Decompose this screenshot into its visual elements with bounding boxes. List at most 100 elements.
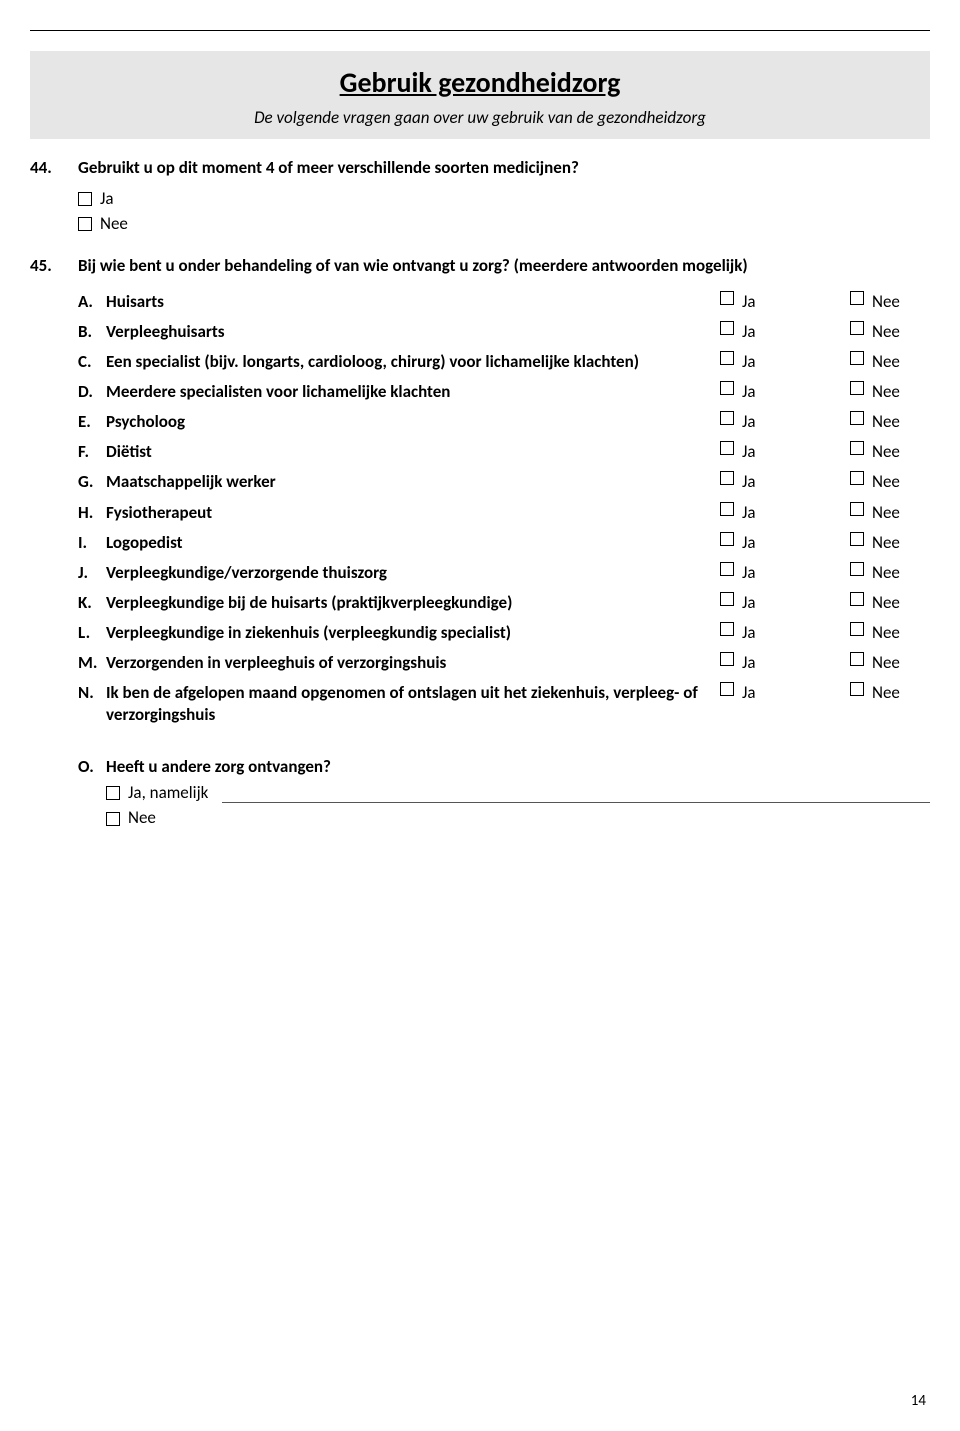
q45-item-checkbox-nee[interactable]	[850, 291, 864, 305]
section-subtitle: De volgende vragen gaan over uw gebruik …	[40, 107, 920, 129]
q45-item-ja-col: Ja	[720, 502, 850, 524]
q45-item: A.HuisartsJaNee	[78, 291, 930, 313]
q45-item-checkbox-nee[interactable]	[850, 532, 864, 546]
q45-item-letter: A.	[78, 291, 106, 313]
q45-item: B.VerpleeghuisartsJaNee	[78, 321, 930, 343]
q45-item-checkbox-nee[interactable]	[850, 381, 864, 395]
q45-other-fill-line[interactable]	[222, 784, 930, 803]
q45-item-ja-col: Ja	[720, 321, 850, 343]
q45-item-nee-label: Nee	[872, 411, 900, 433]
q45-item-nee-label: Nee	[872, 351, 900, 373]
q45-item-ja-label: Ja	[742, 381, 756, 403]
q45-item-checkbox-ja[interactable]	[720, 532, 734, 546]
q45-item-nee-label: Nee	[872, 441, 900, 463]
q45-item: J.Verpleegkundige/verzorgende thuiszorgJ…	[78, 562, 930, 584]
q45-item-ja-label: Ja	[742, 532, 756, 554]
q45-item-checkbox-nee[interactable]	[850, 652, 864, 666]
q44-number: 44.	[30, 157, 78, 179]
q45-item-checkbox-ja[interactable]	[720, 652, 734, 666]
question-45: 45. Bij wie bent u onder behandeling of …	[30, 255, 930, 830]
q45-item-ja-col: Ja	[720, 351, 850, 373]
q45-item-ja-label: Ja	[742, 291, 756, 313]
q44-label-ja: Ja	[100, 188, 114, 210]
q45-item: L.Verpleegkundige in ziekenhuis (verplee…	[78, 622, 930, 644]
q45-item-ja-label: Ja	[742, 622, 756, 644]
q45-item-nee-col: Nee	[850, 291, 930, 313]
q45-item-nee-col: Nee	[850, 592, 930, 614]
q45-item-text: Verzorgenden in verpleeghuis of verzorgi…	[106, 652, 720, 674]
q45-item-checkbox-ja[interactable]	[720, 562, 734, 576]
q45-item-nee-label: Nee	[872, 381, 900, 403]
q45-item-checkbox-ja[interactable]	[720, 502, 734, 516]
q45-item-letter: J.	[78, 562, 106, 584]
q45-item: N.Ik ben de afgelopen maand opgenomen of…	[78, 682, 930, 726]
q45-item-checkbox-nee[interactable]	[850, 562, 864, 576]
q45-item-checkbox-ja[interactable]	[720, 441, 734, 455]
q45-item-list: A.HuisartsJaNeeB.VerpleeghuisartsJaNeeC.…	[78, 291, 930, 726]
q45-item-ja-col: Ja	[720, 291, 850, 313]
q45-item-ja-label: Ja	[742, 351, 756, 373]
q45-item-ja-label: Ja	[742, 502, 756, 524]
q45-item-checkbox-nee[interactable]	[850, 441, 864, 455]
q45-item: M.Verzorgenden in verpleeghuis of verzor…	[78, 652, 930, 674]
q45-item-nee-label: Nee	[872, 592, 900, 614]
q45-item-checkbox-ja[interactable]	[720, 682, 734, 696]
q45-item-checkbox-ja[interactable]	[720, 381, 734, 395]
q45-item-checkbox-ja[interactable]	[720, 411, 734, 425]
q45-item-ja-label: Ja	[742, 652, 756, 674]
q45-item-ja-label: Ja	[742, 471, 756, 493]
q45-item-nee-col: Nee	[850, 652, 930, 674]
q45-other-letter: O.	[78, 756, 106, 778]
q45-text: Bij wie bent u onder behandeling of van …	[78, 255, 930, 277]
q45-other-checkbox-ja[interactable]	[106, 786, 120, 800]
q45-item-checkbox-nee[interactable]	[850, 622, 864, 636]
q45-item-nee-col: Nee	[850, 441, 930, 463]
q45-item-nee-label: Nee	[872, 502, 900, 524]
q45-item-nee-label: Nee	[872, 532, 900, 554]
q45-item-text: Verpleegkundige in ziekenhuis (verpleegk…	[106, 622, 720, 644]
q45-item-checkbox-ja[interactable]	[720, 351, 734, 365]
q45-item-nee-col: Nee	[850, 381, 930, 403]
q45-item-ja-col: Ja	[720, 381, 850, 403]
top-rule	[30, 30, 930, 31]
q45-item-checkbox-ja[interactable]	[720, 622, 734, 636]
q45-item-text: Logopedist	[106, 532, 720, 554]
q45-item-ja-col: Ja	[720, 562, 850, 584]
q45-item-checkbox-ja[interactable]	[720, 321, 734, 335]
q44-checkbox-ja[interactable]	[78, 192, 92, 206]
q45-item-checkbox-nee[interactable]	[850, 682, 864, 696]
q45-item: D.Meerdere specialisten voor lichamelijk…	[78, 381, 930, 403]
q45-item-checkbox-nee[interactable]	[850, 471, 864, 485]
q45-item-checkbox-ja[interactable]	[720, 471, 734, 485]
q45-item-letter: M.	[78, 652, 106, 674]
q45-item-ja-label: Ja	[742, 592, 756, 614]
q45-item-nee-col: Nee	[850, 682, 930, 704]
q45-item-checkbox-nee[interactable]	[850, 321, 864, 335]
q45-item-checkbox-nee[interactable]	[850, 351, 864, 365]
q45-item: C.Een specialist (bijv. longarts, cardio…	[78, 351, 930, 373]
q45-number: 45.	[30, 255, 78, 277]
q45-item: H.FysiotherapeutJaNee	[78, 502, 930, 524]
q45-item-text: Verpleeghuisarts	[106, 321, 720, 343]
q45-item-nee-label: Nee	[872, 321, 900, 343]
q45-item-nee-col: Nee	[850, 351, 930, 373]
q45-item-nee-col: Nee	[850, 562, 930, 584]
q45-item-checkbox-ja[interactable]	[720, 592, 734, 606]
question-44: 44. Gebruikt u op dit moment 4 of meer v…	[30, 157, 930, 234]
q45-item-checkbox-nee[interactable]	[850, 502, 864, 516]
q45-item-text: Meerdere specialisten voor lichamelijke …	[106, 381, 720, 403]
q44-checkbox-nee[interactable]	[78, 217, 92, 231]
q45-item: G.Maatschappelijk werkerJaNee	[78, 471, 930, 493]
q45-item-text: Verpleegkundige bij de huisarts (praktij…	[106, 592, 720, 614]
q45-item-ja-label: Ja	[742, 562, 756, 584]
q45-item-nee-col: Nee	[850, 532, 930, 554]
q45-item-letter: K.	[78, 592, 106, 614]
q45-item-nee-label: Nee	[872, 562, 900, 584]
q45-item-letter: H.	[78, 502, 106, 524]
q45-other-checkbox-nee[interactable]	[106, 812, 120, 826]
q45-item-checkbox-nee[interactable]	[850, 411, 864, 425]
q45-item: K.Verpleegkundige bij de huisarts (prakt…	[78, 592, 930, 614]
q45-item-checkbox-ja[interactable]	[720, 291, 734, 305]
q45-item-nee-label: Nee	[872, 682, 900, 704]
q45-item-checkbox-nee[interactable]	[850, 592, 864, 606]
